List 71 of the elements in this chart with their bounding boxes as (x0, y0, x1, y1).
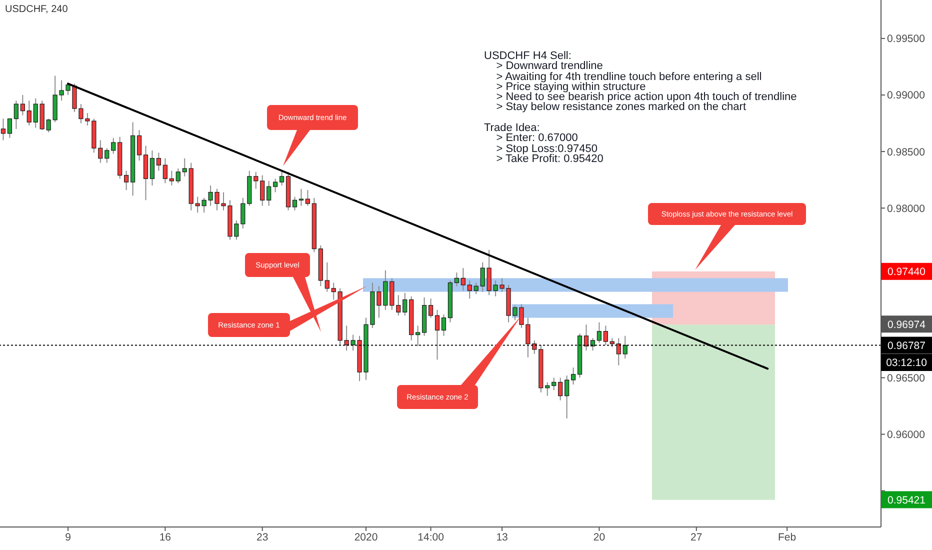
candlestick (584, 324, 589, 352)
candlestick (298, 188, 304, 206)
candlestick (156, 152, 162, 172)
x-tick-label: 9 (65, 531, 72, 544)
x-tick-label: 16 (159, 531, 172, 544)
candlestick (467, 280, 472, 300)
text: 03:12:10 (886, 357, 928, 370)
candlestick (150, 150, 155, 186)
candlestick (33, 98, 38, 128)
y-tick-label: 0.96500 (887, 372, 926, 384)
y-tick-label: 0.99000 (887, 90, 926, 102)
candlestick (266, 180, 272, 206)
candlestick (136, 130, 142, 162)
candlestick (124, 170, 129, 190)
candlestick (14, 100, 18, 130)
x-tick-label: 14:00 (418, 531, 444, 544)
candlestick (260, 174, 265, 206)
x-tick-label: 13 (496, 531, 508, 544)
candlestick (396, 294, 401, 316)
x-tick-label: Feb (778, 531, 796, 544)
candlestick (111, 137, 116, 154)
candlestick (26, 100, 32, 126)
candlestick (616, 338, 621, 366)
candlestick (441, 314, 446, 336)
candlestick (434, 309, 440, 360)
y-tick-label: 0.99500 (887, 33, 926, 46)
candlestick (552, 377, 556, 391)
candlestick (279, 170, 284, 186)
candlestick (324, 262, 330, 292)
candlestick (104, 148, 110, 164)
candlestick (454, 272, 459, 287)
y-tick-label: 0.98500 (887, 146, 926, 158)
candlestick (292, 196, 298, 211)
candlestick (603, 325, 608, 346)
x-tick-label: 2020 (354, 531, 378, 544)
candlestick (480, 262, 485, 292)
candlestick (402, 292, 408, 316)
candlestick (590, 338, 596, 352)
chart-title: USDCHF, 240 (5, 4, 68, 15)
candlestick (143, 145, 148, 201)
text: 0.95421 (888, 494, 926, 506)
candlestick (564, 374, 570, 419)
y-tick-label: 0.98000 (887, 202, 926, 215)
candlestick (416, 325, 420, 347)
candlestick (571, 367, 576, 386)
x-tick-label: 27 (690, 531, 702, 544)
candlestick (558, 377, 563, 401)
candlestick (305, 189, 310, 206)
text: 0.97440 (888, 266, 926, 278)
candlestick (610, 338, 614, 348)
candlestick (428, 298, 434, 318)
candlestick (460, 268, 466, 292)
candlestick (331, 282, 336, 300)
y-tick-label: 0.96000 (887, 428, 926, 441)
candlestick (182, 158, 187, 177)
candlestick (20, 94, 25, 116)
text: USDCHF H4 Sell: > Downward trendline > Awaiting for 4th trendline touch before entering a sell > Price staying within structure > Need to see bearish price action upon 4th touch of trendline > Stay below resistance zones marked on the chart Trade Idea: > Enter: 0.67000 > Stop Loss:0.97450 > Take Profit: 0.95420 (484, 50, 797, 165)
candlestick (474, 282, 478, 295)
x-tick-label: 23 (256, 531, 268, 544)
candlestick (254, 171, 258, 190)
text: 0.96974 (888, 318, 926, 331)
candlestick (176, 168, 180, 184)
candlestick (0, 118, 6, 141)
candlestick (7, 118, 12, 138)
candlestick (622, 335, 628, 359)
x-tick-label: 20 (593, 531, 606, 544)
candlestick (596, 322, 602, 344)
candlestick (162, 158, 168, 184)
candlestick (169, 170, 174, 186)
ref-line-label: 0.96787 (888, 340, 926, 352)
candlestick (273, 178, 278, 193)
